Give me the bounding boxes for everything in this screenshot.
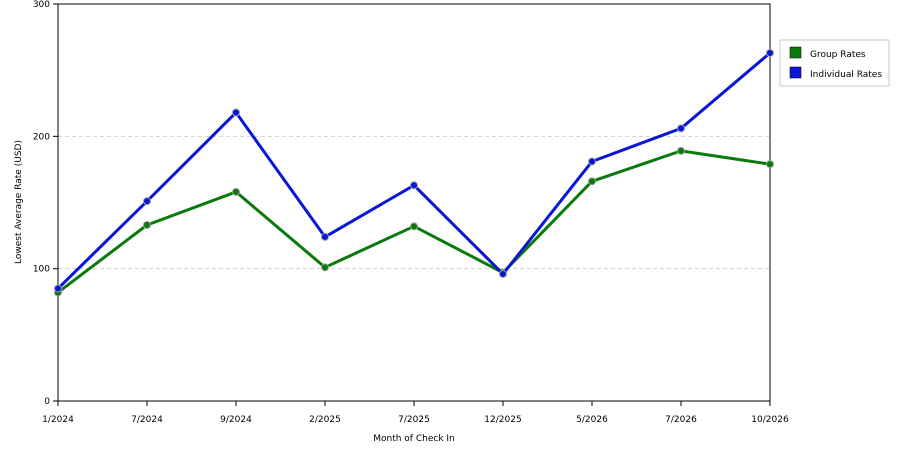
data-point-individual-rates: [143, 197, 151, 206]
plot-area-frame: [57, 3, 771, 402]
legend-swatch-group-rates: [789, 46, 802, 59]
y-tick-label: 0: [44, 397, 50, 407]
x-tick-label: 5/2026: [576, 415, 608, 425]
x-tick-label: 9/2024: [220, 415, 252, 425]
data-point-individual-rates: [499, 269, 507, 278]
x-tick-label: 7/2025: [398, 415, 430, 425]
data-point-individual-rates: [677, 124, 685, 133]
data-point-group-rates: [232, 187, 240, 196]
legend-label-group-rates: Group Rates: [810, 50, 866, 60]
data-point-group-rates: [588, 177, 596, 186]
data-point-individual-rates: [54, 284, 62, 293]
x-tick-label: 7/2024: [131, 415, 163, 425]
y-tick-label: 300: [33, 0, 50, 10]
series-line-individual-rates: [56, 51, 772, 291]
axes: 0 100 200 300 1/2024 7/2024 9/2024 2/2025 7/2025…: [33, 0, 789, 425]
data-point-individual-rates: [588, 157, 596, 166]
data-point-group-rates: [766, 160, 774, 169]
legend-swatch-individual-rates: [789, 66, 802, 79]
data-point-group-rates: [410, 222, 418, 231]
legend: Group Rates Individual Rates: [779, 39, 890, 87]
data-point-group-rates: [321, 263, 329, 272]
legend-label-individual-rates: Individual Rates: [810, 70, 882, 80]
data-point-individual-rates: [766, 48, 774, 57]
x-axis-title: Month of Check In: [373, 434, 455, 444]
data-point-individual-rates: [321, 232, 329, 241]
data-point-group-rates: [677, 146, 685, 155]
y-tick-label: 200: [33, 132, 50, 142]
series-lines: [54, 48, 774, 297]
x-tick-label: 2/2025: [309, 415, 341, 425]
x-tick-label: 1/2024: [42, 415, 74, 425]
legend-box: [779, 39, 890, 87]
series-line-group-rates: [56, 149, 772, 294]
x-tick-label: 7/2026: [665, 415, 697, 425]
data-point-individual-rates: [232, 108, 240, 117]
data-point-group-rates: [143, 220, 151, 229]
data-point-individual-rates: [410, 181, 418, 190]
x-tick-label: 12/2025: [484, 415, 521, 425]
x-tick-label: 10/2026: [751, 415, 789, 425]
y-axis-title: Lowest Average Rate (USD): [14, 140, 24, 264]
y-tick-label: 100: [33, 265, 50, 275]
